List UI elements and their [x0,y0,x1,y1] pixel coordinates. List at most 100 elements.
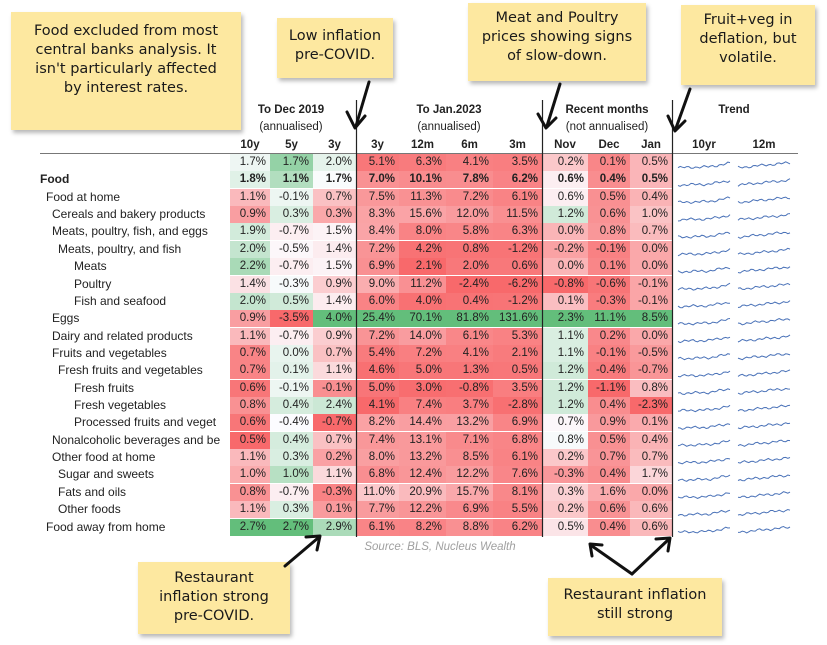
table-cell: 0.1% [588,154,630,171]
table-cell: 0.6% [230,414,270,432]
group-subtitle-dec2019: (annualised) [259,121,323,133]
table-cell: 9.0% [356,275,399,293]
table-cell: 1.0% [270,466,313,484]
table-cell: 0.0% [630,240,672,258]
table-cell: 0.5% [630,154,672,171]
table-cell: 7.2% [356,240,399,258]
note-line: isn't particularly affected [35,61,217,77]
table-cell: 8.4% [356,223,399,241]
table-cell: 5.8% [446,223,493,241]
table-cell: 4.1% [446,154,493,171]
sparkline [677,423,731,430]
table-cell: 0.2% [542,154,588,171]
table-cell: 2.9% [313,518,356,536]
table-cell: 0.7% [230,362,270,380]
table-cell: 13.2% [399,449,446,467]
note-line: Restaurant inflation [563,587,707,603]
table-cell: 12.2% [446,466,493,484]
table-cell: 0.8% [630,379,672,397]
table-cell: 8.1% [493,483,542,501]
sparkline [677,509,731,517]
table-cell: 8.8% [446,518,493,536]
col-header-10yr-trend: 10yr [692,139,716,151]
table-cell: 13.2% [446,414,493,432]
table-cell: -0.1% [313,379,356,397]
table-cell: -0.7% [270,483,313,501]
row-label: Dairy and related products [52,328,193,343]
table-cell: 1.4% [313,292,356,310]
sparkline [737,161,791,169]
table-cell: 1.1% [542,344,588,362]
table-cell: 0.6% [542,171,588,189]
table-cell: 6.8% [356,466,399,484]
note-line: prices showing signs [481,29,633,45]
row-label: Poultry [74,276,112,291]
row-label: Other foods [58,502,121,517]
arrow-icon [588,536,672,576]
table-cell: 13.1% [399,431,446,449]
sparkline [677,318,731,326]
table-cell: 0.6% [493,258,542,276]
table-cell: -3.5% [270,310,313,328]
sparkline [677,266,731,274]
table-cell: 0.3% [270,501,313,519]
table-cell: 0.7% [588,449,630,467]
table-cell: 1.1% [230,327,270,345]
table-cell: 2.4% [313,397,356,415]
table-cell: 0.7% [313,431,356,449]
arrow-icon [536,82,562,130]
note-line: Food excluded from most [33,23,219,39]
table-cell: 11.3% [399,188,446,206]
table-cell: 2.7% [270,518,313,536]
table-cell: 7.0% [356,171,399,189]
table-cell: 70.1% [399,310,446,328]
row-label: Processed fruits and veget [74,415,217,430]
arrow-icon [283,534,322,568]
table-cell: 4.6% [356,362,399,380]
table-cell: 4.0% [399,292,446,310]
sparklines [677,161,791,534]
col-header-jan: Jan [641,139,661,151]
table-cell: 2.3% [542,310,588,328]
table-cell: 2.1% [493,344,542,362]
table-cell: -0.7% [313,414,356,432]
table-cell: 0.4% [588,466,630,484]
col-header-3m: 3m [509,139,526,151]
table-cell: 6.1% [493,188,542,206]
table-cell: 0.6% [630,518,672,536]
table-cell: 1.2% [542,379,588,397]
table-cell: 6.1% [493,449,542,467]
table-cell: 6.1% [356,518,399,536]
sparkline [737,353,791,361]
table-cell: -0.1% [588,344,630,362]
sparkline [737,196,791,204]
table-cell: 4.1% [446,344,493,362]
table-cell: 8.0% [356,449,399,467]
sparkline [737,266,791,274]
table-cell: -0.7% [270,327,313,345]
table-cell: 12.4% [399,466,446,484]
table-cell: 1.1% [230,188,270,206]
sparkline [737,213,791,221]
table-cell: 3.0% [399,379,446,397]
table-cell: -0.7% [630,362,672,380]
group-title-jan2023: To Jan.2023 [416,104,482,116]
table-cell: 5.0% [356,379,399,397]
table-cell: -0.3% [313,483,356,501]
row-label: Meats, poultry, and fish [58,241,182,256]
table-cell: 0.4% [588,397,630,415]
sparkline [737,334,791,343]
table-cell: 7.1% [446,431,493,449]
table-cell: 0.8% [542,431,588,449]
note-line: Meat and Poultry [495,10,619,26]
table-cell: 0.7% [230,344,270,362]
table-cell: 0.2% [542,501,588,519]
table-cell: 0.7% [313,188,356,206]
table-cell: 1.6% [588,483,630,501]
table-cell: -0.4% [588,362,630,380]
table-cell: 1.7% [313,171,356,189]
table-cell: 1.1% [542,327,588,345]
table-cell: 8.0% [399,223,446,241]
table-cell: -2.3% [630,397,672,415]
